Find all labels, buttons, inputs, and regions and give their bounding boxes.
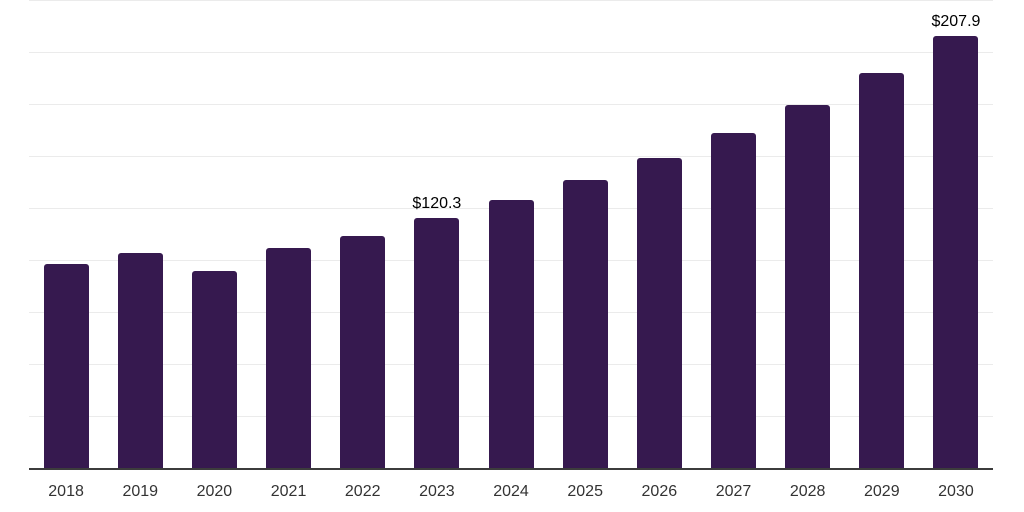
bar-2020 <box>191 271 237 468</box>
bar-2028 <box>785 104 831 468</box>
x-tick-2028: 2028 <box>789 483 826 500</box>
bar-slot: $207.9 <box>919 2 993 468</box>
x-tick-2027: 2027 <box>715 483 752 500</box>
x-tick-2021: 2021 <box>270 483 307 500</box>
bar-2027 <box>710 132 756 468</box>
bar-slot <box>622 2 696 468</box>
x-tick-2022: 2022 <box>344 483 381 500</box>
bar-slot <box>251 2 325 468</box>
bar-slot <box>696 2 770 468</box>
bar-2026 <box>636 157 682 468</box>
bar-slot: $120.3 <box>400 2 474 468</box>
x-tick-2030: 2030 <box>938 483 974 500</box>
x-axis: 2018 2019 2020 2021 2022 2023 2024 2025 2026 2027… <box>29 472 993 501</box>
x-tick-2019: 2019 <box>122 483 159 500</box>
bar-2023: $120.3 <box>412 195 461 468</box>
plot-area: $120.3 $207.9 <box>29 0 993 470</box>
bar-slot <box>771 2 845 468</box>
bar-slot <box>29 2 103 468</box>
x-tick-2024: 2024 <box>493 483 529 500</box>
bar-slot <box>326 2 400 468</box>
x-tick-2023: 2023 <box>419 483 455 500</box>
value-label-2030: $207.9 <box>931 12 981 30</box>
bar-slot <box>103 2 177 468</box>
bar-2022 <box>340 236 386 468</box>
x-tick-2029: 2029 <box>864 483 900 500</box>
bar-2021 <box>266 247 312 468</box>
bar-2024 <box>488 200 534 468</box>
bar-2030: $207.9 <box>931 13 980 468</box>
x-tick-2026: 2026 <box>641 483 678 500</box>
x-tick-2025: 2025 <box>567 483 603 500</box>
bar-slot <box>474 2 548 468</box>
bar-2029 <box>859 72 905 468</box>
bar-slot <box>845 2 919 468</box>
value-label-2023: $120.3 <box>412 194 462 212</box>
gridline <box>29 155 993 157</box>
bar-slot <box>177 2 251 468</box>
x-tick-2018: 2018 <box>48 483 84 500</box>
bar-2025 <box>562 179 608 468</box>
bar-slot <box>548 2 622 468</box>
gridline <box>29 103 993 105</box>
bar-series: $120.3 $207.9 <box>29 2 993 468</box>
gridline <box>29 51 993 53</box>
x-tick-2020: 2020 <box>196 483 233 500</box>
bar-2018 <box>43 264 89 468</box>
bar-2019 <box>117 253 163 468</box>
gridline <box>29 0 993 1</box>
